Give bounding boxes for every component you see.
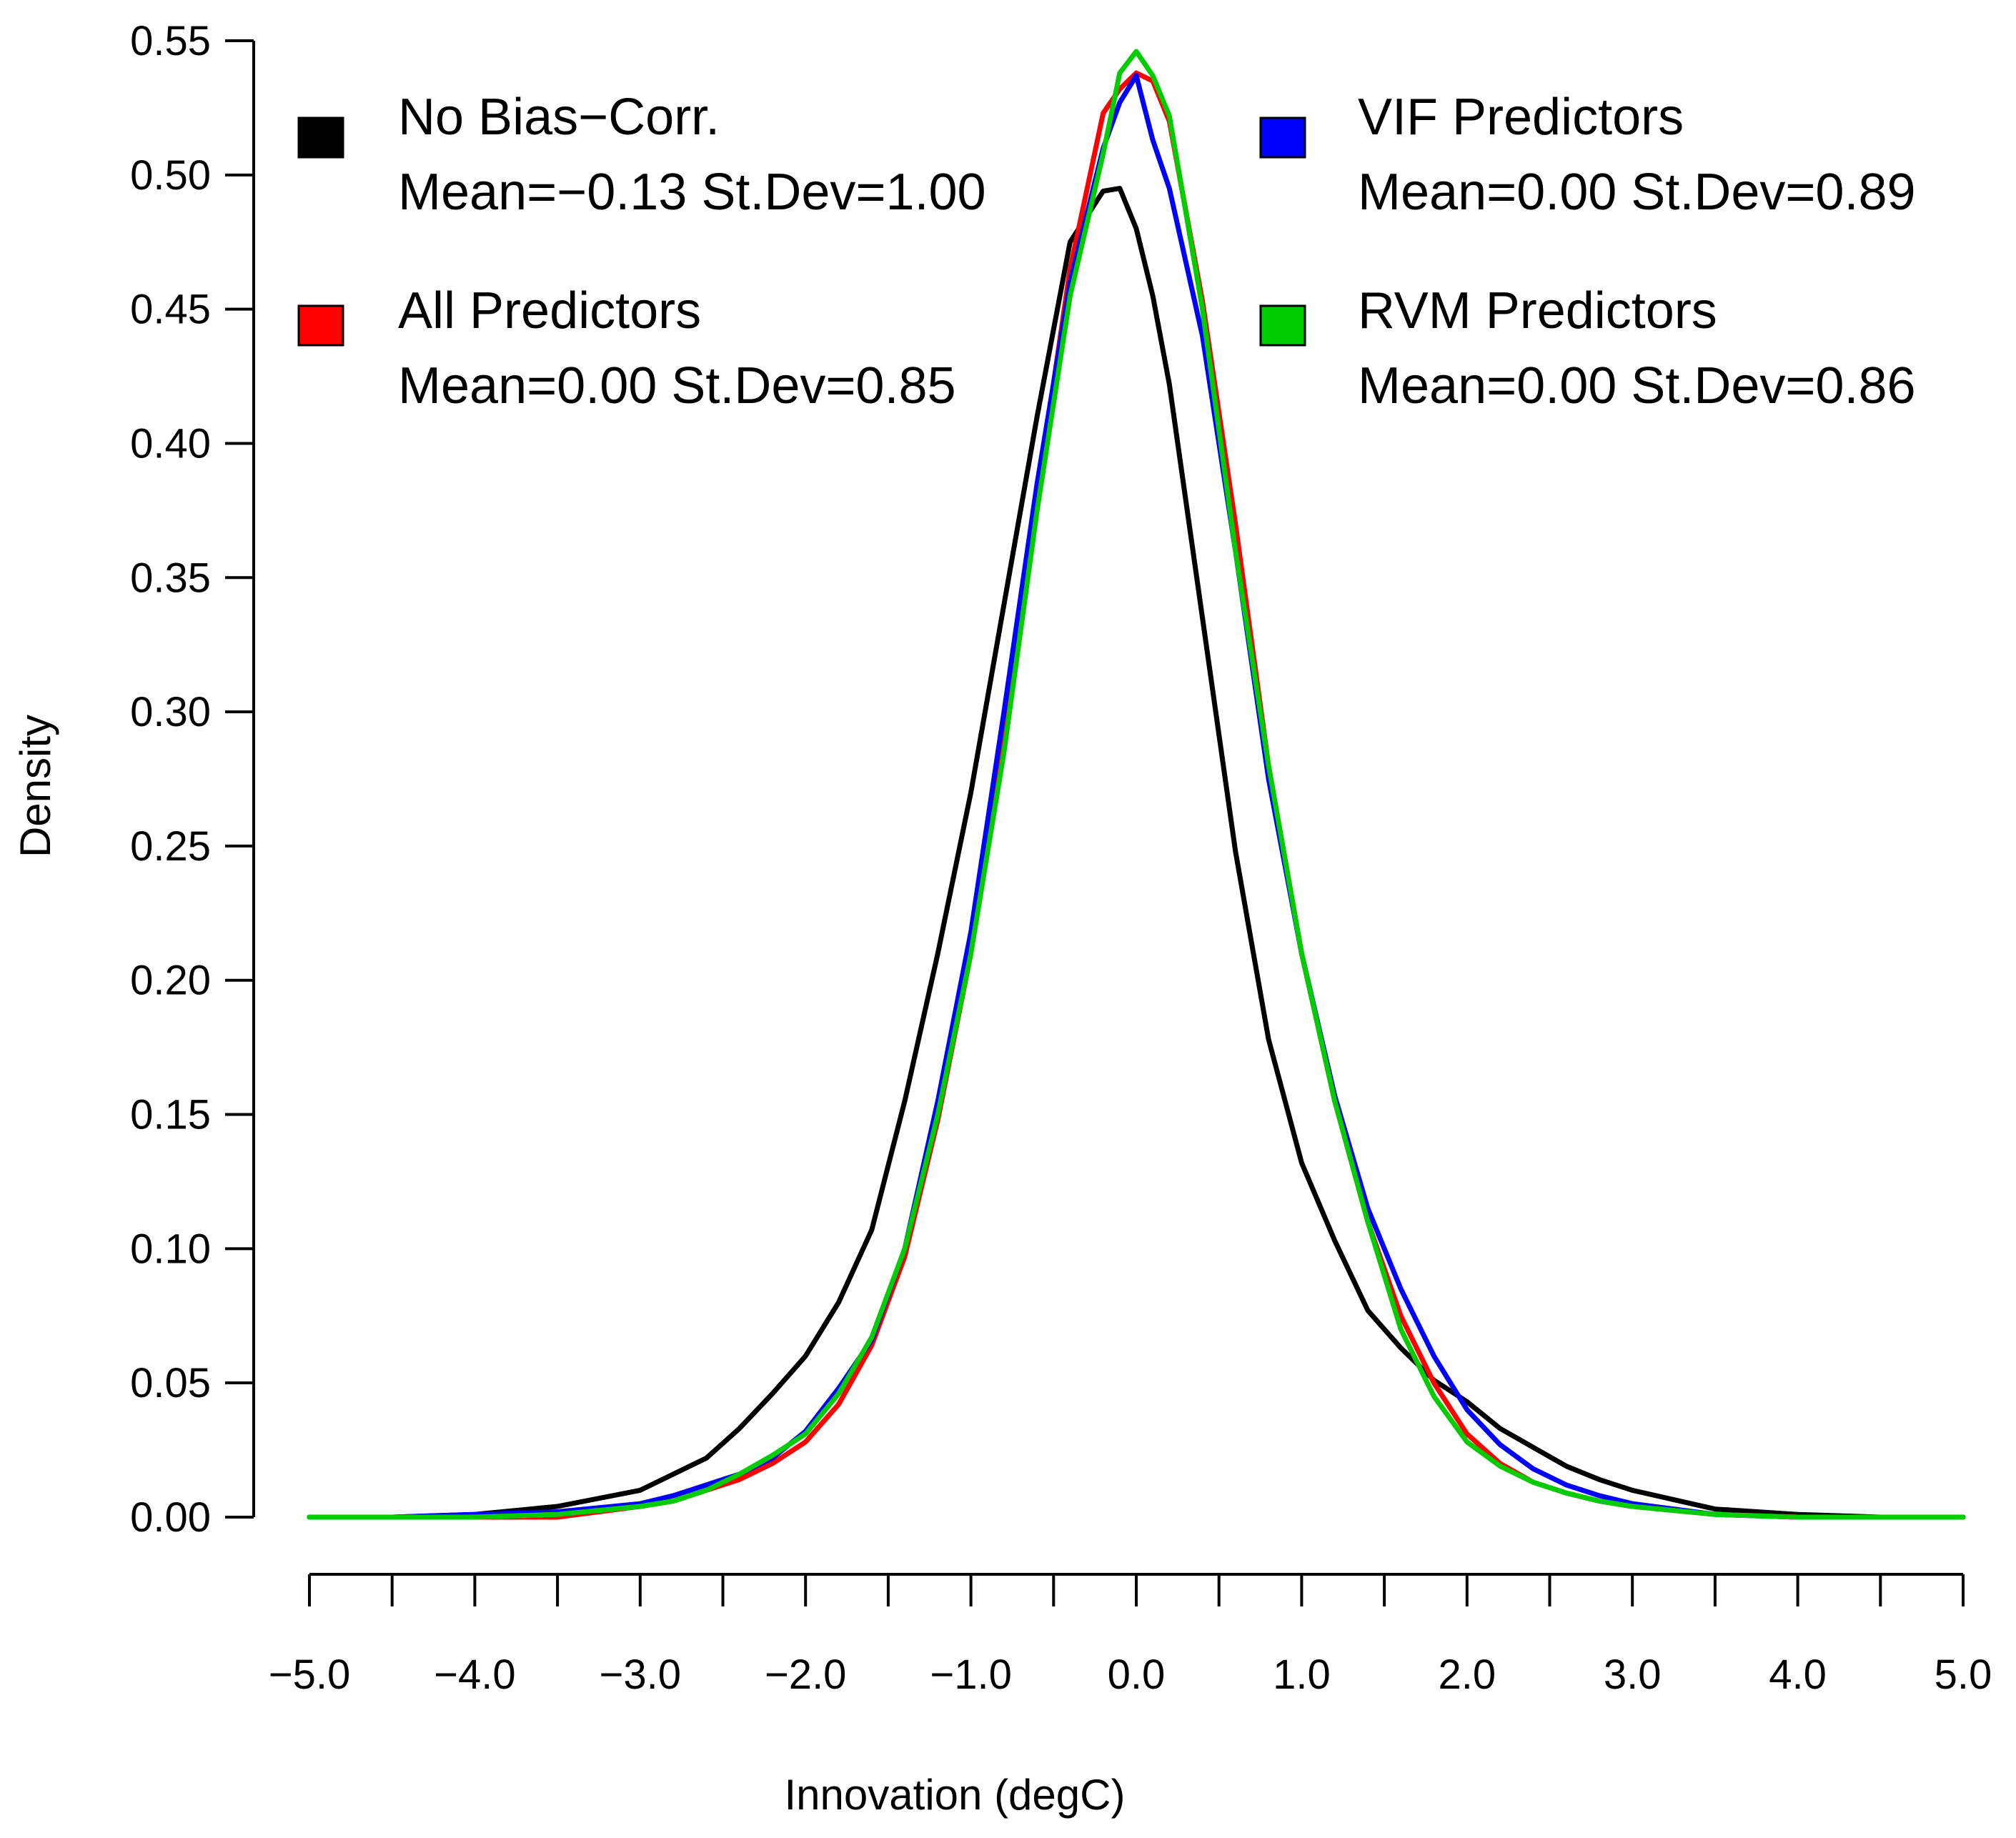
x-tick-label: 2.0 <box>1438 1651 1496 1698</box>
x-tick-label: −5.0 <box>269 1651 351 1698</box>
y-tick-label: 0.20 <box>130 958 211 1004</box>
legend-series-name: All Predictors <box>398 282 701 339</box>
legend-series-name: RVM Predictors <box>1358 282 1717 339</box>
legend-series-stats: Mean=0.00 St.Dev=0.85 <box>398 357 956 414</box>
x-tick-label: −4.0 <box>434 1651 516 1698</box>
y-axis-title: Density <box>11 715 59 858</box>
x-tick-label: 4.0 <box>1769 1651 1827 1698</box>
legend: No Bias−Corr. Mean=−0.13 St.Dev=1.00 All P… <box>297 89 1916 414</box>
series-line-rvm-predictors <box>307 49 1966 1520</box>
series-line-no-bias-corr <box>307 186 1966 1520</box>
y-ticks: 0.00 0.05 0.10 0.15 0.20 0.25 0.30 0.35 0.40 0.45… <box>130 18 254 1541</box>
y-tick-label: 0.15 <box>130 1092 211 1138</box>
legend-swatch <box>297 116 344 159</box>
y-tick-label: 0.50 <box>130 152 211 199</box>
y-axis: 0.00 0.05 0.10 0.15 0.20 0.25 0.30 0.35 0.40 0.45… <box>130 18 255 1541</box>
y-tick-label: 0.10 <box>130 1226 211 1272</box>
legend-series-stats: Mean=0.00 St.Dev=0.86 <box>1358 357 1916 414</box>
y-tick-label: 0.30 <box>130 689 211 735</box>
legend-series-stats: Mean=0.00 St.Dev=0.89 <box>1358 164 1916 221</box>
y-tick-label: 0.35 <box>130 555 211 601</box>
x-tick-label: 0.0 <box>1108 1651 1166 1698</box>
y-tick-label: 0.05 <box>130 1360 211 1406</box>
x-ticks: −5.0 −4.0 −3.0 −2.0 −1.0 0.0 1.0 2.0 3.0 4.0 5.0 <box>269 1574 1992 1698</box>
x-tick-label: −1.0 <box>930 1651 1012 1698</box>
legend-swatch <box>1259 116 1306 159</box>
x-tick-label: −2.0 <box>765 1651 847 1698</box>
legend-series-name: VIF Predictors <box>1358 89 1684 146</box>
x-axis-title: Innovation (degC) <box>785 1771 1126 1819</box>
x-tick-label: 1.0 <box>1273 1651 1331 1698</box>
x-axis: −5.0 −4.0 −3.0 −2.0 −1.0 0.0 1.0 2.0 3.0 4.0 5.0 <box>269 1573 1992 1698</box>
legend-series-stats: Mean=−0.13 St.Dev=1.00 <box>398 164 986 221</box>
x-tick-label: 3.0 <box>1604 1651 1662 1698</box>
y-tick-label: 0.00 <box>130 1494 211 1541</box>
legend-series-name: No Bias−Corr. <box>398 89 720 146</box>
y-tick-label: 0.40 <box>130 420 211 467</box>
legend-swatch <box>297 304 344 347</box>
x-tick-label: 5.0 <box>1935 1651 1992 1698</box>
series-lines <box>307 49 1966 1520</box>
legend-swatch <box>1259 304 1306 347</box>
x-tick-label: −3.0 <box>600 1651 682 1698</box>
y-tick-label: 0.55 <box>130 18 211 64</box>
y-tick-label: 0.25 <box>130 823 211 870</box>
y-tick-label: 0.45 <box>130 287 211 333</box>
